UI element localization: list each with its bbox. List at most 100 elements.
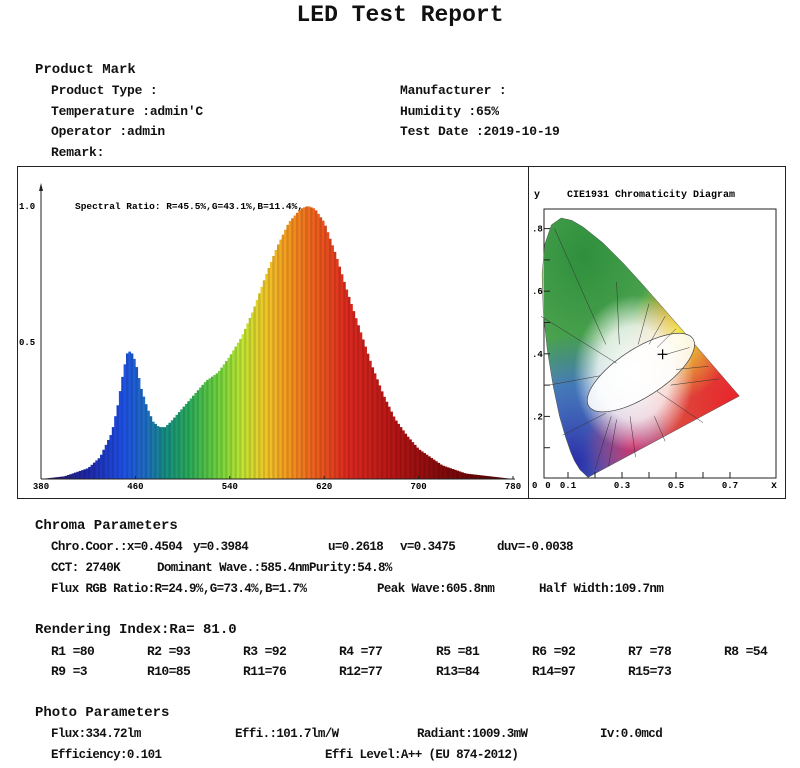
cri-value: R5 =81: [436, 644, 480, 659]
spectrum-bar: [477, 475, 481, 479]
spectrum-bar: [328, 238, 332, 479]
x-tick-label: 380: [33, 482, 49, 492]
chroma-heading: Chroma Parameters: [35, 518, 178, 534]
spectrum-bar: [215, 373, 219, 479]
spectrum-bar: [411, 442, 415, 479]
spectrum-bar: [354, 318, 358, 479]
spectrum-bar: [413, 444, 417, 479]
spectrum-bar: [302, 207, 306, 480]
spectrum-bar: [418, 449, 422, 479]
spectrum-bar: [291, 218, 294, 479]
spectrum-bar: [76, 471, 80, 479]
spectrum-bar: [255, 299, 259, 479]
spectrum-bar: [305, 206, 308, 479]
spectrum-bar: [300, 208, 304, 479]
spectrum-bar: [135, 367, 139, 479]
spectrum-bar: [154, 423, 157, 479]
cri-value: R14=97: [532, 664, 576, 679]
cri-value: R3 =92: [243, 644, 287, 659]
spectrum-bar: [210, 376, 214, 479]
spectrum-bar: [281, 234, 285, 479]
cie-y-origin: 0: [532, 481, 537, 491]
spectrum-bar: [479, 475, 483, 479]
cri-value: R1 =80: [51, 644, 95, 659]
chroma-coor-y: y=0.3984: [193, 540, 249, 554]
spectrum-bar: [284, 229, 287, 479]
purity: Purity:54.8%: [309, 561, 392, 575]
rendering-heading: Rendering Index:Ra= 81.0: [35, 622, 237, 638]
spectrum-bar: [213, 374, 216, 479]
spectrum-bar: [50, 477, 54, 479]
spectrum-bar: [201, 384, 205, 479]
spectrum-bar: [352, 311, 356, 479]
spectrum-bar: [168, 422, 172, 479]
spectrum-bar: [241, 334, 245, 479]
spectrum-bar: [114, 416, 117, 479]
spectrum-bar: [227, 357, 231, 479]
spectrum-bar: [456, 470, 460, 479]
spectrum-bar: [475, 474, 478, 479]
spectrum-fill: [41, 206, 514, 480]
spectrum-bar: [147, 410, 150, 479]
cct: CCT: 2740K: [51, 561, 121, 575]
spectrum-bar: [239, 338, 242, 479]
spectrum-bar: [326, 232, 330, 479]
spectrum-bar: [347, 296, 351, 479]
half-width: Half Width:109.7nm: [539, 582, 664, 596]
spectrum-bar: [357, 325, 360, 479]
spectrum-bar: [107, 439, 110, 479]
spectrum-bar: [111, 427, 115, 479]
spectrum-bar: [55, 477, 58, 479]
chroma-v: v=0.3475: [400, 540, 456, 554]
spectrum-bar: [116, 405, 120, 479]
spectrum-bar: [149, 416, 153, 479]
spectrum-bar: [59, 476, 63, 479]
spectrum-bar: [156, 426, 160, 479]
spectrum-bar: [175, 414, 179, 479]
spectrum-bar: [373, 373, 377, 479]
spectrum-bar: [392, 416, 396, 479]
spectrum-bar: [482, 475, 485, 479]
spectrum-bar: [420, 451, 424, 479]
spectrum-bar: [338, 266, 342, 479]
dominant-wave: Dominant Wave.:585.4nm: [157, 561, 309, 575]
spectrum-bar: [137, 377, 141, 479]
spectrum-bar: [64, 475, 68, 479]
spectrum-bar: [484, 475, 488, 479]
spectrum-bar: [90, 464, 94, 479]
spectrum-bar: [100, 454, 103, 479]
cri-value: R13=84: [436, 664, 480, 679]
spectrum-bar: [123, 364, 127, 479]
y-tick-label: .2: [532, 412, 543, 422]
spectrum-bar: [66, 475, 70, 479]
y-tick-label: 1.0: [19, 202, 35, 212]
spectrum-bar: [274, 249, 278, 479]
spectrum-bar: [446, 467, 450, 479]
spectrum-bar: [187, 401, 190, 479]
spectrum-bar: [125, 353, 129, 479]
cie-x-label: x: [771, 481, 777, 492]
spectrum-bar: [319, 217, 323, 480]
spectrum-bar: [428, 456, 431, 479]
spectrum-bar: [229, 354, 233, 479]
spectrum-bar: [279, 239, 283, 479]
spectrum-bar: [203, 382, 207, 479]
spectrum-bar: [88, 466, 91, 479]
product-type: Product Type :: [51, 83, 158, 98]
spectrum-bar: [293, 215, 297, 479]
spectrum-bar: [92, 462, 96, 479]
spectrum-bar: [218, 370, 221, 479]
spectrum-chart: Spectral Ratio: R=45.5%,G=43.1%,B=11.4%,…: [19, 183, 521, 492]
spectrum-bar: [192, 395, 195, 479]
spectrum-bar: [331, 245, 334, 479]
spectrum-bar: [173, 417, 176, 479]
spectrum-bar: [57, 476, 61, 479]
spectrum-bar: [102, 449, 106, 479]
spectrum-bar: [258, 293, 261, 479]
spectrum-bar: [74, 472, 77, 479]
spectrum-bar: [409, 439, 412, 479]
cri-value: R6 =92: [532, 644, 576, 659]
photo-heading: Photo Parameters: [35, 705, 170, 721]
radiant: Radiant:1009.3mW: [417, 727, 528, 741]
measured-point-cross-icon: [657, 349, 668, 360]
